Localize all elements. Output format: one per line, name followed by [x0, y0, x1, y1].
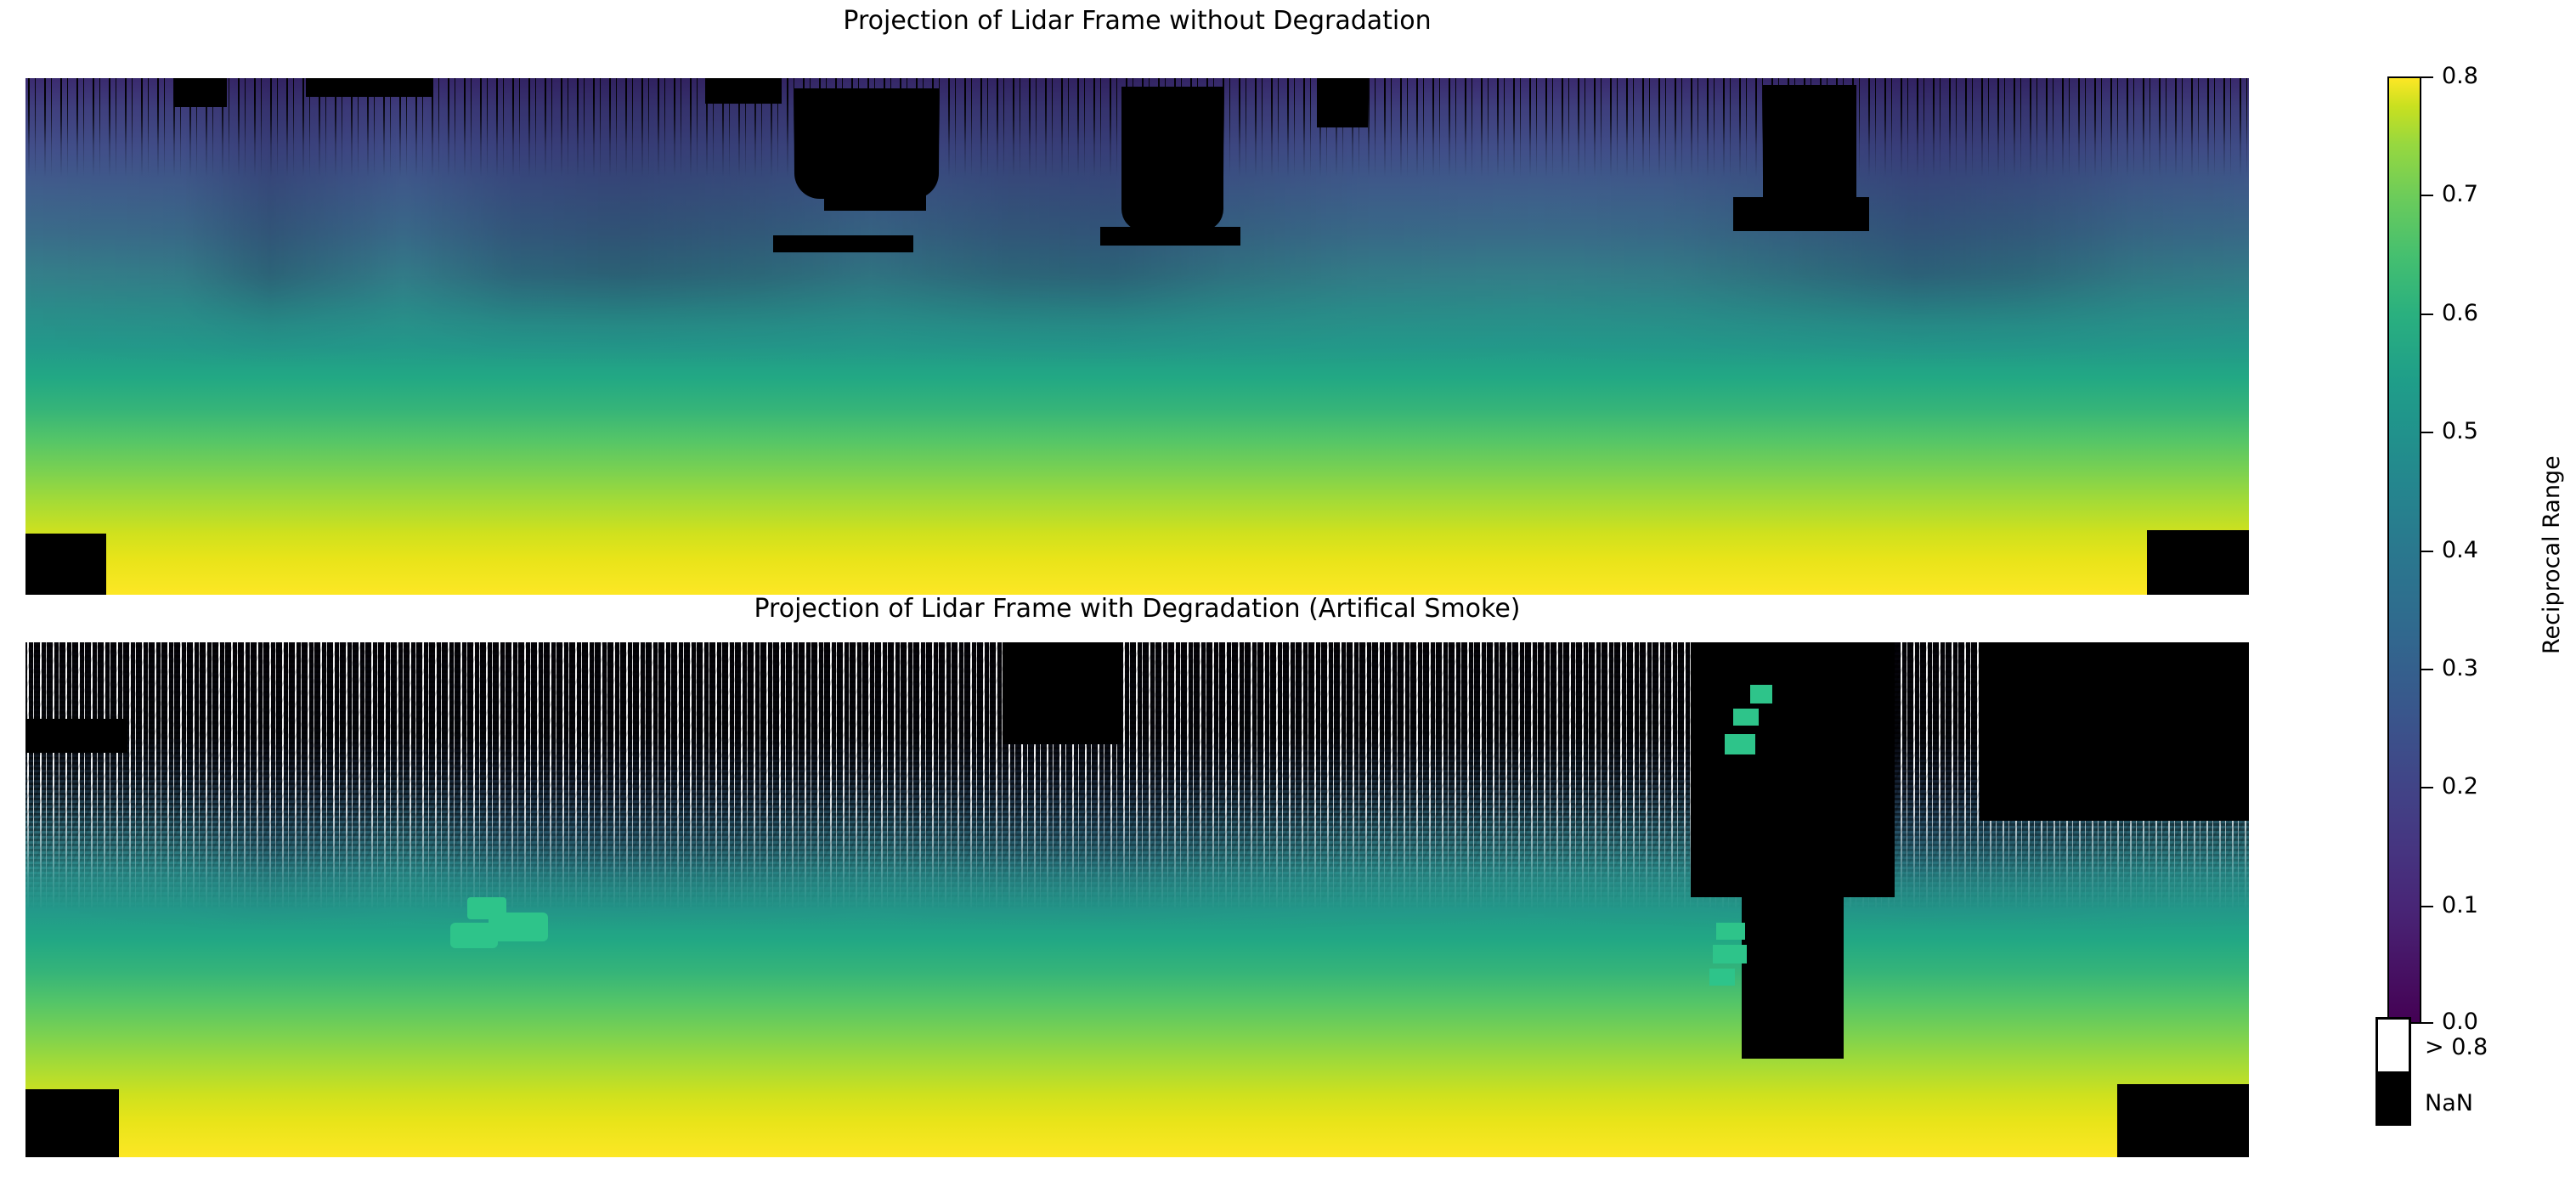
nan-blob — [1100, 227, 1240, 246]
nan-blob — [705, 78, 782, 104]
colorbar-tick — [2421, 906, 2433, 907]
nan-blob — [1733, 197, 1869, 231]
colorbar-axis-label: Reciprocal Range — [2539, 455, 2565, 654]
nan-corner-left — [25, 1089, 119, 1157]
colorbar-tick-label: 0.6 — [2442, 300, 2478, 326]
nan-blob — [1121, 87, 1223, 231]
nan-corner-right — [2117, 1084, 2249, 1157]
legend-swatch-over — [2378, 1020, 2409, 1071]
colorbar-tick-label: 0.8 — [2442, 63, 2478, 89]
panel-title-smoke: Projection of Lidar Frame with Degradati… — [754, 594, 1521, 624]
nan-blob — [306, 78, 433, 97]
colorbar-tick — [2421, 669, 2433, 670]
colorbar-tick — [2421, 195, 2433, 196]
nan-blob — [794, 88, 939, 199]
nan-blob — [174, 78, 227, 107]
nan-corner-left — [25, 534, 106, 595]
colorbar-tick-label: 0.4 — [2442, 537, 2478, 563]
colorbar-tick — [2421, 432, 2433, 433]
legend-label-nan: NaN — [2425, 1090, 2473, 1116]
colorbar-tick — [2421, 76, 2433, 78]
nan-blob — [1980, 642, 2249, 821]
high-return-cluster — [1725, 734, 1755, 754]
colorbar-tick — [2421, 1022, 2433, 1024]
lidar-range-image-clean — [25, 78, 2249, 595]
nan-blob — [824, 189, 926, 211]
high-return-cluster — [1733, 709, 1759, 726]
nan-blob — [1763, 85, 1856, 212]
colorbar-gradient — [2387, 76, 2421, 1024]
smoke-dust-texture — [25, 642, 2249, 1157]
nan-blob — [1317, 78, 1368, 127]
colorbar-tick-label: 0.1 — [2442, 892, 2478, 918]
extend-legend: > 0.8 NaN — [2375, 1017, 2562, 1127]
high-return-cluster — [1713, 945, 1747, 963]
legend-label-over: > 0.8 — [2425, 1034, 2488, 1060]
nan-blob — [1003, 642, 1121, 744]
high-return-cluster — [1716, 923, 1745, 940]
colorbar-tick-label: 0.0 — [2442, 1009, 2478, 1035]
legend-swatch-nan — [2378, 1071, 2409, 1123]
colorbar-tick — [2421, 314, 2433, 315]
nan-blob — [1691, 642, 1895, 897]
high-return-cluster — [489, 913, 548, 941]
nan-blob — [25, 719, 127, 753]
panel-title-clean: Projection of Lidar Frame without Degrad… — [843, 6, 1432, 36]
high-return-cluster — [450, 923, 498, 948]
nan-corner-right — [2147, 530, 2249, 595]
colorbar-tick-label: 0.3 — [2442, 655, 2478, 681]
nan-blob — [1742, 897, 1844, 1059]
colorbar-tick — [2421, 551, 2433, 552]
colorbar: 0.8 0.7 0.6 0.5 0.4 0.3 0.2 0.1 0.0 Reci… — [2387, 65, 2565, 1033]
colorbar-tick — [2421, 787, 2433, 788]
nan-blob — [773, 235, 913, 252]
colorbar-tick-label: 0.5 — [2442, 418, 2478, 444]
lidar-range-image-smoke — [25, 642, 2249, 1157]
high-return-cluster — [1709, 969, 1735, 986]
colorbar-tick-label: 0.7 — [2442, 181, 2478, 207]
colorbar-tick-label: 0.2 — [2442, 773, 2478, 800]
high-return-cluster — [1750, 685, 1772, 704]
legend-swatch-box — [2375, 1017, 2411, 1126]
